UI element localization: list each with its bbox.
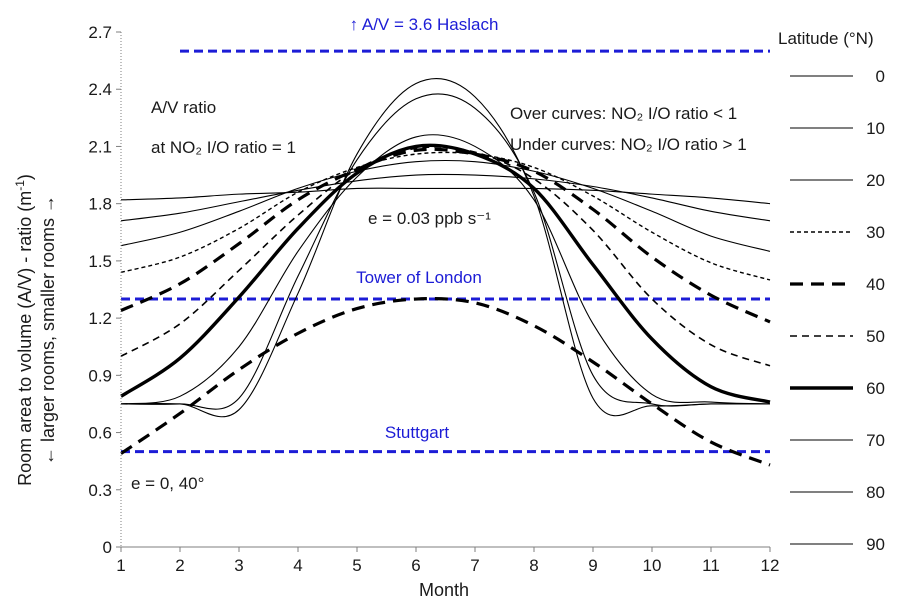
legend-entry-label: 10 (866, 119, 885, 138)
y-tick-label: 0.3 (88, 481, 112, 500)
annotation-emission: e = 0.03 ppb s⁻¹ (368, 209, 491, 228)
y-axis-title: Room area to volume (A/V) - ratio (m-1) … (13, 174, 58, 486)
y-axis-title-close: ) (15, 174, 35, 180)
y-tick-label: 0.9 (88, 366, 112, 385)
series-line-lat-90 (120, 78, 771, 418)
x-tick-label: 7 (470, 556, 479, 575)
series-line-lat-40 (120, 147, 771, 324)
annotation-av-ratio: A/V ratio (151, 98, 216, 117)
ref-label-stuttgart: Stuttgart (385, 423, 450, 442)
y-axis-title-line2: ← larger rooms, smaller rooms → (38, 195, 58, 465)
y-tick-label: 0.6 (88, 424, 112, 443)
series-line-lat-20 (120, 159, 771, 252)
annotation-av-ratio-condition: at NO₂ I/O ratio = 1 (151, 138, 296, 157)
x-tick-label: 3 (234, 556, 243, 575)
series-line-lat-10 (120, 173, 771, 222)
y-axis-title-sup: -1 (13, 180, 27, 191)
legend-entry-label: 20 (866, 171, 885, 190)
x-tick-label: 4 (293, 556, 302, 575)
x-tick-label: 5 (352, 556, 361, 575)
series-line-lat-60 (120, 143, 771, 404)
x-tick-label: 10 (643, 556, 662, 575)
y-tick-label: 2.7 (88, 23, 112, 42)
y-tick-label: 1.8 (88, 195, 112, 214)
x-tick-label: 9 (588, 556, 597, 575)
legend: Latitude (°N) 0 10 20 30 40 50 60 70 80 90 (778, 29, 885, 554)
legend-entry-label: 50 (866, 327, 885, 346)
y-axis-title-main: Room area to volume (A/V) - ratio (m (15, 191, 35, 486)
series-line-e-zero-40 (120, 297, 771, 467)
ref-label-tower-of-london: Tower of London (356, 268, 482, 287)
y-tick-label: 2.1 (88, 137, 112, 156)
legend-entry-label: 80 (866, 483, 885, 502)
series-lines (120, 78, 771, 467)
y-ticks: 0 0.3 0.6 0.9 1.2 1.5 1.8 2.1 2.4 2.7 (88, 23, 121, 557)
series-line-lat-70 (120, 134, 771, 405)
series-line-lat-0 (120, 187, 771, 205)
x-tick-label: 11 (702, 556, 720, 575)
series-line-lat-50 (120, 146, 771, 367)
x-tick-label: 12 (761, 556, 780, 575)
series-line-lat-80 (120, 93, 771, 410)
x-tick-label: 6 (411, 556, 420, 575)
axes (120, 32, 770, 548)
annotation-under-curves: Under curves: NO₂ I/O ratio > 1 (510, 135, 747, 154)
y-tick-label: 1.5 (88, 252, 112, 271)
annotation-e-zero: e = 0, 40° (131, 474, 204, 493)
legend-entry-label: 90 (866, 535, 885, 554)
annotation-over-curves: Over curves: NO₂ I/O ratio < 1 (510, 104, 737, 123)
ref-label-haslach: ↑ A/V = 3.6 Haslach (350, 15, 499, 34)
x-tick-label: 2 (175, 556, 184, 575)
series-line-lat-30 (120, 151, 771, 281)
legend-entry-label: 60 (866, 379, 885, 398)
x-ticks: 1 2 3 4 5 6 7 8 9 10 11 12 (116, 547, 779, 575)
y-tick-label: 2.4 (88, 80, 112, 99)
y-tick-label: 0 (103, 538, 112, 557)
legend-entry-label: 0 (876, 67, 885, 86)
y-axis-title-line1: Room area to volume (A/V) - ratio (m-1) (13, 174, 35, 486)
x-tick-label: 1 (116, 556, 125, 575)
x-tick-label: 8 (529, 556, 538, 575)
legend-entry-label: 30 (866, 223, 885, 242)
y-tick-label: 1.2 (88, 309, 112, 328)
legend-entry-label: 70 (866, 431, 885, 450)
legend-entry-label: 40 (866, 275, 885, 294)
legend-title: Latitude (°N) (778, 29, 874, 48)
x-axis-title: Month (419, 580, 469, 600)
